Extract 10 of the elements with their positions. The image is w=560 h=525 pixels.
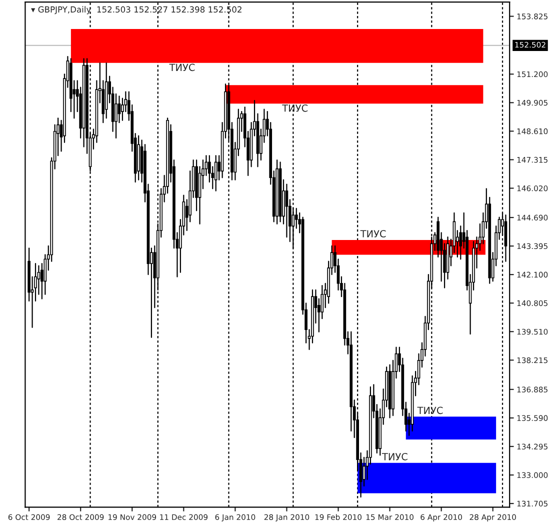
band-label: ТИУС <box>282 104 308 112</box>
band-label: ТИУС <box>417 406 443 414</box>
chart-title: ▾ GBPJPY,Daily 152.503 152.527 152.398 152.502 <box>31 6 242 14</box>
candlestick <box>294 208 298 229</box>
candlestick <box>40 262 44 300</box>
band-label: ТИУС <box>382 452 408 460</box>
band-label: ТИУС <box>360 230 386 238</box>
candlestick <box>114 93 118 139</box>
candlestick <box>214 155 218 192</box>
band-label: ТИУС <box>169 64 195 72</box>
